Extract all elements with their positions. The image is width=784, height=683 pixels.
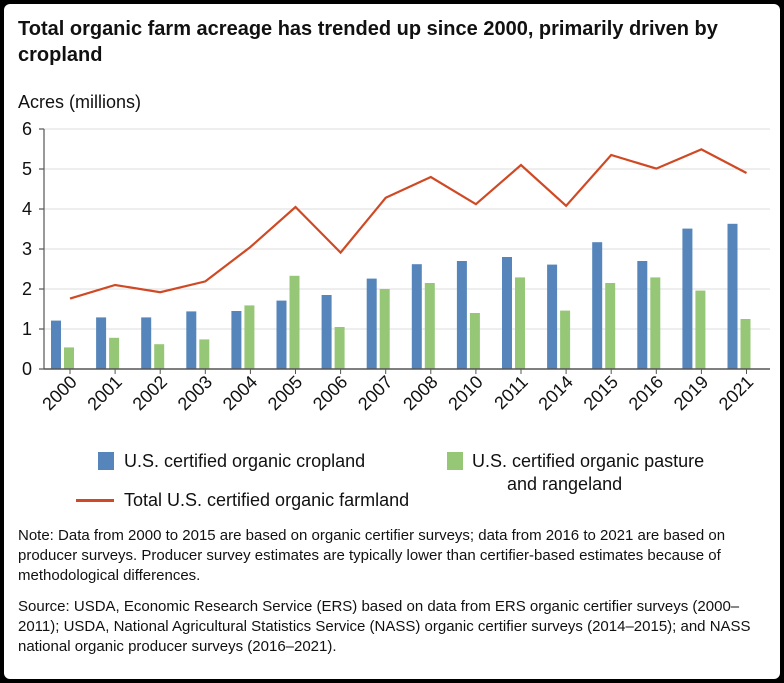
bar-cropland	[456, 261, 467, 369]
bar-pasture	[244, 305, 255, 369]
bar-cropland	[547, 264, 558, 369]
chart-source: Source: USDA, Economic Research Service …	[18, 598, 751, 655]
bar-cropland	[502, 257, 512, 369]
chart-title: Total organic farm acreage has trended u…	[18, 18, 718, 66]
legend-swatch-pasture	[447, 452, 463, 470]
legend-pasture-line2: and rangeland	[507, 474, 623, 494]
y-tick-label: 1	[22, 319, 32, 339]
bar-cropland	[411, 264, 422, 369]
bar-pasture	[64, 347, 74, 369]
legend-cropland: U.S. certified organic cropland	[124, 451, 366, 471]
line-total-farmland	[69, 148, 748, 300]
x-tick-label: 2011	[490, 372, 532, 414]
bar-pasture	[289, 275, 300, 369]
y-tick-label: 6	[22, 119, 32, 139]
x-tick-label: 2008	[399, 372, 441, 414]
bar-cropland	[276, 300, 287, 369]
x-tick-label: 2006	[309, 372, 351, 414]
x-tick-label: 2002	[129, 372, 171, 414]
x-tick-label: 2010	[444, 372, 486, 414]
bar-pasture	[515, 277, 525, 369]
bar-cropland	[231, 311, 242, 369]
x-tick-label: 2014	[534, 372, 576, 414]
bar-cropland	[637, 261, 648, 369]
x-tick-label: 2019	[670, 372, 712, 414]
bar-cropland	[186, 311, 197, 369]
legend-total: Total U.S. certified organic farmland	[124, 490, 410, 510]
legend-pasture: U.S. certified organic pasture and range…	[472, 450, 704, 496]
x-tick-label: 2021	[715, 372, 757, 414]
bar-pasture	[334, 327, 345, 369]
bar-cropland	[321, 295, 332, 369]
y-tick-label: 3	[22, 239, 32, 259]
y-tick-label: 4	[22, 199, 32, 219]
legend-swatch-total	[76, 499, 114, 502]
y-tick-label: 2	[22, 279, 32, 299]
y-tick-label: 5	[22, 159, 32, 179]
bar-pasture	[695, 290, 706, 369]
bar-cropland	[96, 317, 107, 369]
x-tick-label: 2015	[580, 372, 622, 414]
bar-pasture	[199, 339, 210, 369]
legend-pasture-line1: U.S. certified organic pasture	[472, 451, 705, 471]
bar-cropland	[51, 320, 61, 369]
bar-pasture	[154, 344, 165, 369]
x-tick-label: 2005	[264, 372, 306, 414]
bar-cropland	[727, 223, 738, 369]
bar-cropland	[141, 317, 152, 369]
x-tick-label: 2000	[38, 372, 80, 414]
x-tick-label: 2003	[174, 372, 216, 414]
bar-pasture	[424, 283, 435, 369]
bar-pasture	[109, 337, 120, 369]
bar-pasture	[740, 319, 751, 369]
bar-cropland	[682, 228, 693, 369]
x-tick-label: 2004	[219, 372, 261, 414]
bar-pasture	[469, 313, 480, 369]
legend-swatch-cropland	[98, 452, 114, 470]
bar-cropland	[592, 242, 603, 369]
bar-pasture	[560, 310, 571, 369]
y-axis-label: Acres (millions)	[18, 92, 142, 112]
x-tick-label: 2007	[354, 372, 396, 414]
x-tick-label: 2016	[625, 372, 667, 414]
chart-card: Total organic farm acreage has trended u…	[4, 4, 780, 679]
bar-pasture	[650, 277, 661, 369]
bar-cropland	[366, 278, 377, 369]
chart-note: Note: Data from 2000 to 2015 are based o…	[18, 527, 726, 584]
x-tick-label: 2001	[83, 372, 125, 414]
bar-pasture	[605, 283, 616, 369]
y-tick-label: 0	[22, 359, 32, 379]
bar-pasture	[379, 289, 390, 369]
